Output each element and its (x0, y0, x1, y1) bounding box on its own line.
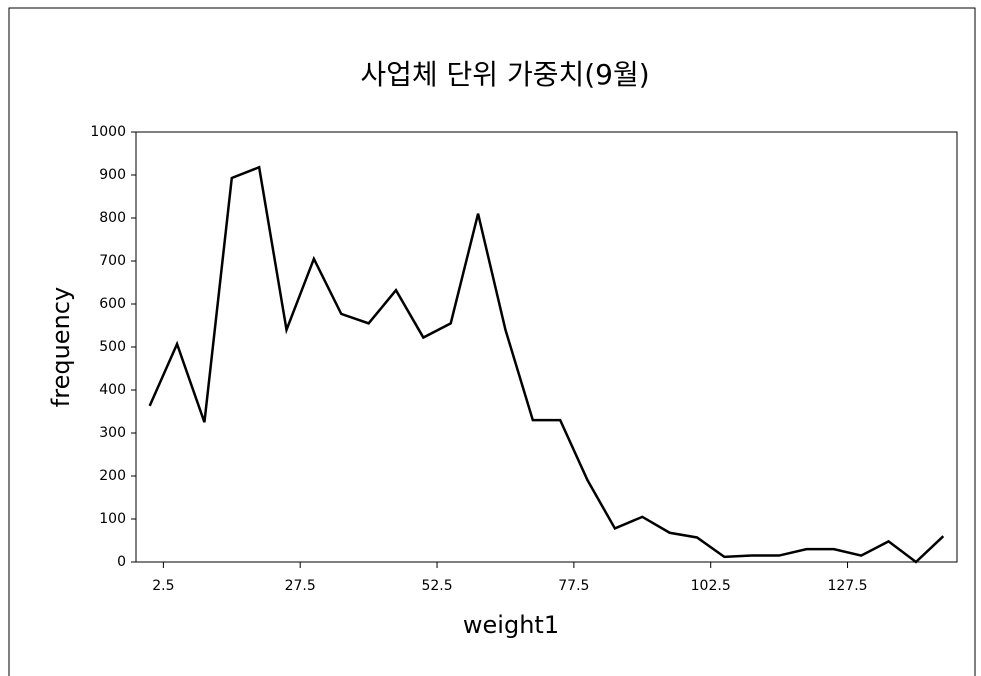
y-tick-label: 200 (99, 468, 126, 484)
plot-area (135, 131, 958, 563)
y-tick-label: 1000 (90, 124, 126, 140)
x-tick-label: 77.5 (558, 578, 589, 594)
line-series (148, 165, 945, 564)
y-tick-label: 800 (99, 210, 126, 226)
y-axis-label: frequency (47, 287, 75, 407)
y-tick-label: 700 (99, 253, 126, 269)
x-tick-label: 52.5 (421, 578, 452, 594)
y-tick-label: 500 (99, 339, 126, 355)
x-tick-label: 127.5 (827, 578, 867, 594)
chart-title: 사업체 단위 가중치(9월) (360, 58, 649, 91)
y-tick-label: 0 (117, 554, 126, 570)
y-tick-label: 600 (99, 296, 126, 312)
y-tick-label: 100 (99, 511, 126, 527)
chart-frame (8, 7, 976, 676)
x-tick-label: 2.5 (152, 578, 174, 594)
y-tick-label: 300 (99, 425, 126, 441)
x-tick-label: 102.5 (691, 578, 731, 594)
x-axis-label: weight1 (463, 611, 559, 639)
y-tick-label: 900 (99, 167, 126, 183)
y-tick-label: 400 (99, 382, 126, 398)
x-tick-label: 27.5 (285, 578, 316, 594)
